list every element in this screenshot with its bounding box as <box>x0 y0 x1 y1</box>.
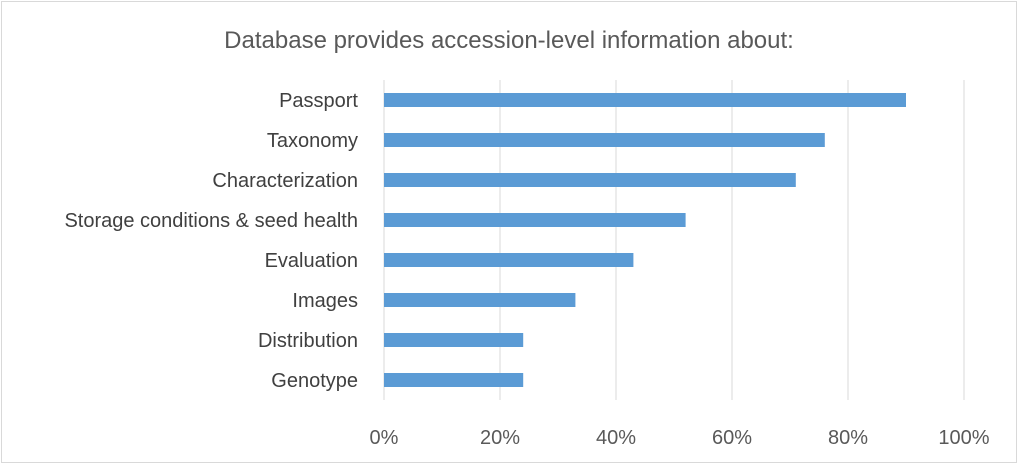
category-label: Characterization <box>212 170 358 192</box>
x-tick-label: 100% <box>938 427 989 449</box>
bar <box>384 253 634 267</box>
bar <box>384 173 796 187</box>
category-label: Storage conditions & seed health <box>64 210 358 232</box>
x-tick-label: 80% <box>828 427 868 449</box>
category-label: Passport <box>279 90 358 112</box>
bars <box>384 93 906 387</box>
category-label: Evaluation <box>265 250 358 272</box>
category-label: Distribution <box>258 330 358 352</box>
x-tick-label: 0% <box>370 427 399 449</box>
x-tick-label: 20% <box>480 427 520 449</box>
bar <box>384 93 906 107</box>
bar <box>384 213 686 227</box>
bar <box>384 293 576 307</box>
bar <box>384 133 825 147</box>
x-tick-labels: 0% 20% 40% 60% 80% 100% <box>370 427 990 449</box>
x-tick-label: 60% <box>712 427 752 449</box>
chart-title: Database provides accession-level inform… <box>224 27 794 54</box>
category-label: Taxonomy <box>267 130 358 152</box>
bar <box>384 373 524 387</box>
category-labels: Passport Taxonomy Characterization Storage … <box>64 90 358 392</box>
x-tick-label: 40% <box>596 427 636 449</box>
bar <box>384 333 524 347</box>
category-label: Genotype <box>271 370 358 392</box>
gridlines <box>383 80 965 400</box>
category-label: Images <box>292 290 358 312</box>
